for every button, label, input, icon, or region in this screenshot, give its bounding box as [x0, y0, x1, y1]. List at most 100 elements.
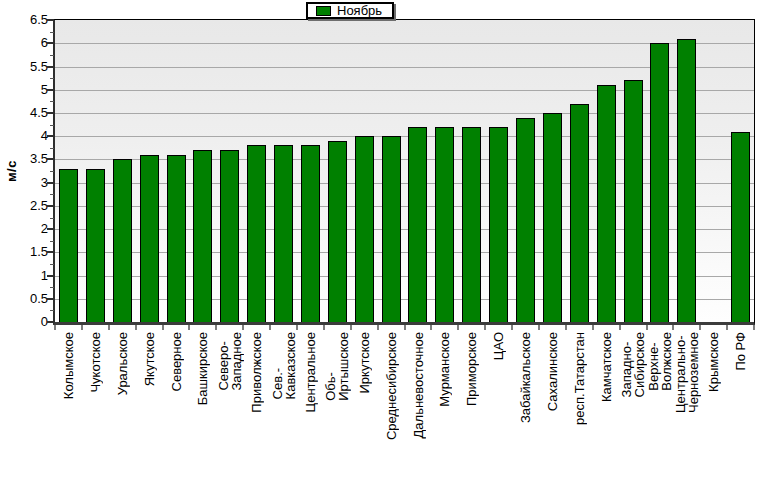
x-axis-label: Сев.- Кавказское — [271, 332, 297, 399]
x-axis-label: Приморское — [465, 332, 478, 406]
y-minor-tick — [50, 101, 54, 102]
y-tick-label: 5 — [0, 83, 48, 97]
bar — [247, 145, 266, 322]
bar — [193, 150, 212, 322]
x-tick — [323, 325, 325, 330]
y-major-tick — [47, 19, 54, 21]
bar — [731, 132, 750, 323]
x-label-cell: Забайкальское — [512, 332, 539, 478]
x-label-cell: Камчатское — [593, 332, 620, 478]
x-label-cell: ЦАО — [485, 332, 512, 478]
y-tick-label: 1 — [0, 269, 48, 283]
x-tick — [430, 325, 432, 330]
x-tick — [404, 325, 406, 330]
x-tick — [646, 325, 648, 330]
x-label-cell: Северо- Западное — [216, 332, 243, 478]
x-label-cell: респ.Татарстан — [566, 332, 593, 478]
gridline — [55, 90, 754, 91]
x-axis-label: респ.Татарстан — [573, 332, 586, 425]
x-axis-label: Забайкальское — [519, 332, 532, 423]
x-tick — [619, 325, 621, 330]
x-tick — [377, 325, 379, 330]
x-axis-label: Сахалинское — [546, 332, 559, 411]
y-tick-label: 4 — [0, 129, 48, 143]
y-minor-tick — [50, 310, 54, 311]
x-label-cell: Приволжское — [243, 332, 270, 478]
y-major-tick — [47, 251, 54, 253]
y-tick-label: 0.5 — [0, 292, 48, 306]
x-axis-label: Камчатское — [600, 332, 613, 402]
x-axis-label: Башкирское — [196, 332, 209, 405]
y-minor-tick — [50, 287, 54, 288]
x-tick — [592, 325, 594, 330]
x-axis-label: Иркутское — [358, 332, 371, 394]
y-tick-label: 0 — [0, 315, 48, 329]
bar — [167, 155, 186, 322]
x-label-cell: Северное — [163, 332, 190, 478]
y-tick-label: 2 — [0, 222, 48, 236]
wind-speed-bar-chart: Ноябрь м/с 00.511.522.533.544.555.566.5 … — [0, 0, 777, 479]
x-tick — [108, 325, 110, 330]
x-tick — [538, 325, 540, 330]
x-label-cell: Западно- Сибирское — [620, 332, 647, 478]
gridline — [55, 67, 754, 68]
y-minor-tick — [50, 171, 54, 172]
bar — [220, 150, 239, 322]
x-label-cell: Башкирское — [189, 332, 216, 478]
x-label-cell: Якутское — [136, 332, 163, 478]
y-minor-tick — [50, 125, 54, 126]
x-tick — [565, 325, 567, 330]
bar — [489, 127, 508, 322]
y-minor-tick — [50, 218, 54, 219]
x-axis-label: Колымское — [62, 332, 75, 399]
bar — [435, 127, 454, 322]
y-major-tick — [47, 158, 54, 160]
x-tick — [350, 325, 352, 330]
bar — [516, 118, 535, 322]
x-axis-label: Северо- Западное — [217, 332, 243, 391]
x-label-cell: Дальневосточное — [405, 332, 432, 478]
x-axis-label: Уральское — [116, 332, 129, 395]
x-label-cell: Сахалинское — [539, 332, 566, 478]
y-major-tick — [47, 228, 54, 230]
bar — [650, 43, 669, 322]
plot-area — [53, 19, 755, 325]
y-minor-tick — [50, 264, 54, 265]
x-tick — [162, 325, 164, 330]
y-tick-label: 6 — [0, 36, 48, 50]
x-tick — [188, 325, 190, 330]
y-major-tick — [47, 89, 54, 91]
y-tick-label: 3.5 — [0, 152, 48, 166]
x-axis-label: Верхне- Волжское — [647, 332, 673, 391]
legend-label: Ноябрь — [337, 4, 382, 17]
x-tick — [269, 325, 271, 330]
y-minor-tick — [50, 194, 54, 195]
x-tick — [484, 325, 486, 330]
bar — [408, 127, 427, 322]
y-major-tick — [47, 205, 54, 207]
x-axis-labels: КолымскоеЧукотскоеУральскоеЯкутскоеСевер… — [55, 332, 754, 478]
x-tick — [242, 325, 244, 330]
x-tick — [457, 325, 459, 330]
x-tick — [699, 325, 701, 330]
y-minor-tick — [50, 241, 54, 242]
bar — [301, 145, 320, 322]
gridline — [55, 113, 754, 114]
x-label-cell: Центрально- Черноземное — [673, 332, 700, 478]
x-axis-label: Мурманское — [438, 332, 451, 407]
x-tick — [215, 325, 217, 330]
bar — [113, 159, 132, 322]
gridline — [55, 276, 754, 277]
y-minor-tick — [50, 32, 54, 33]
x-tick — [81, 325, 83, 330]
x-label-cell: Уральское — [109, 332, 136, 478]
x-axis-label: Обь- Иртышское — [324, 332, 350, 401]
x-label-cell: Среднесибирское — [378, 332, 405, 478]
x-label-cell: Крымское — [700, 332, 727, 478]
bar — [677, 39, 696, 322]
bar — [86, 169, 105, 322]
x-label-cell: Обь- Иртышское — [324, 332, 351, 478]
y-major-tick — [47, 42, 54, 44]
y-tick-label: 1.5 — [0, 245, 48, 259]
y-tick-label: 5.5 — [0, 60, 48, 74]
